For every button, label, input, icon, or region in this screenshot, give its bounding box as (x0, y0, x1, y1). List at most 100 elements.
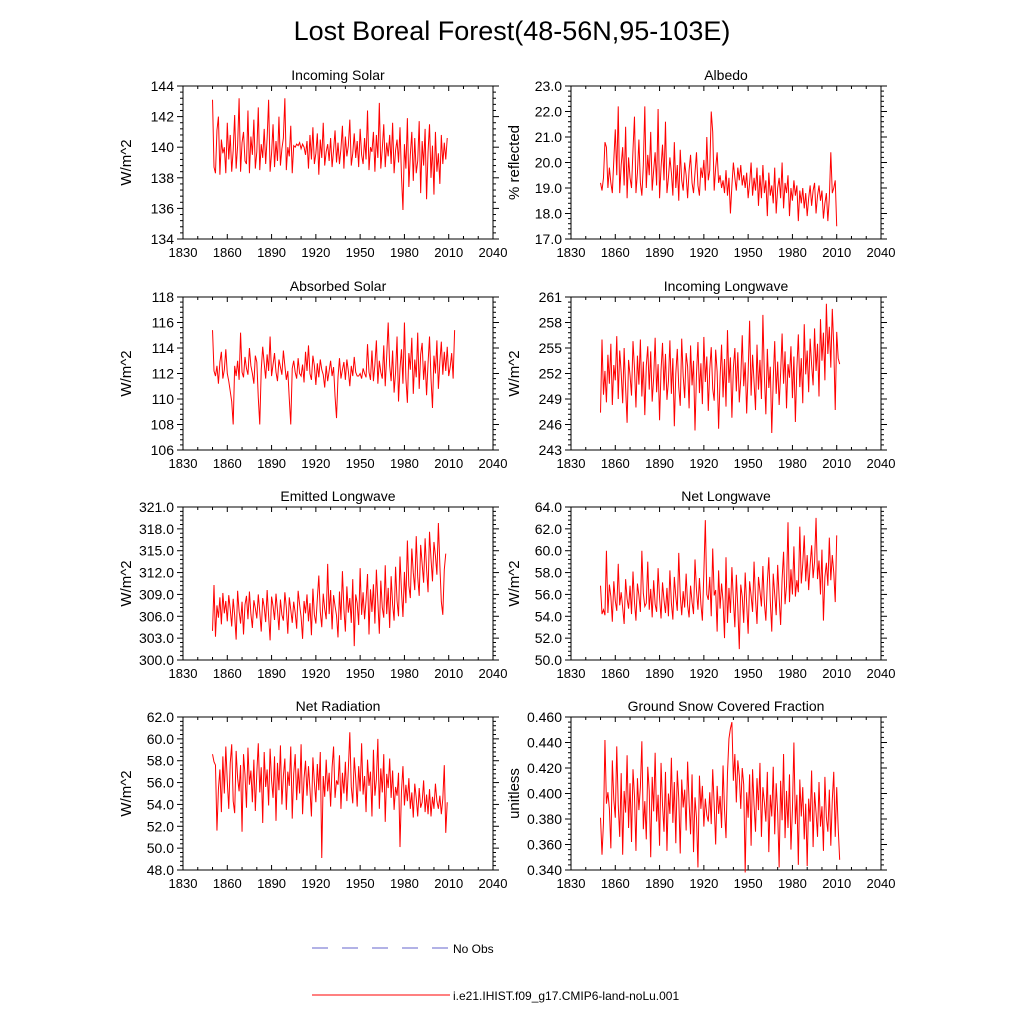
y-tick-label: 54.0 (535, 608, 562, 624)
x-tick-label: 1830 (557, 876, 586, 891)
y-tick-label: 56.0 (535, 586, 562, 602)
y-tick-label: 300.0 (139, 652, 174, 668)
x-tick-label: 1830 (169, 245, 198, 260)
panel-emitted-longwave: Emitted Longwave W/m^2 1830 1860 1890 1920 195… (118, 488, 507, 681)
y-tick-label: 108 (151, 417, 175, 433)
y-tick-label: 0.340 (527, 862, 562, 878)
x-tick-label: 2040 (867, 245, 896, 260)
x-tick-label: 1980 (390, 245, 419, 260)
series-line-albedo (600, 106, 838, 227)
y-tick-label: 243 (539, 442, 563, 458)
panel-net-longwave: Net Longwave W/m^2 1830 1860 1890 1920 1950 198… (506, 488, 895, 681)
panel-title: Net Radiation (296, 698, 381, 714)
y-tick-label: 58.0 (147, 753, 174, 769)
x-tick-label: 1950 (346, 876, 375, 891)
y-tick-label: 258 (539, 315, 563, 331)
x-tick-label: 1950 (734, 245, 763, 260)
x-tick-label: 1830 (557, 456, 586, 471)
x-tick-label: 1920 (301, 245, 330, 260)
x-tick-label: 2010 (434, 876, 463, 891)
y-tick-label: 249 (539, 391, 563, 407)
x-tick-label: 1890 (257, 456, 286, 471)
y-tick-label: 303.0 (139, 630, 174, 646)
x-tick-label: 2040 (479, 456, 508, 471)
x-tick-label: 1860 (213, 456, 242, 471)
y-tick-label: 318.0 (139, 521, 174, 537)
y-tick-label: 52.0 (535, 630, 562, 646)
panel-title: Absorbed Solar (290, 278, 387, 294)
panel-title: Incoming Solar (291, 67, 385, 83)
panel-title: Emitted Longwave (280, 488, 395, 504)
panel-title: Ground Snow Covered Fraction (628, 698, 825, 714)
y-tick-label: 17.0 (535, 231, 562, 247)
plot-frame (182, 85, 494, 240)
x-tick-label: 1980 (390, 666, 419, 681)
y-tick-label: 136 (151, 200, 175, 216)
y-tick-label: 144 (151, 78, 175, 94)
y-tick-label: 0.380 (527, 811, 562, 827)
y-tick-label: 64.0 (535, 499, 562, 515)
x-tick-label: 1950 (734, 456, 763, 471)
legend: No Obs i.e21.IHIST.f09_g17.CMIP6-land-noL… (312, 942, 679, 1003)
figure-title: Lost Boreal Forest(48-56N,95-103E) (294, 16, 731, 46)
legend-label-2: i.e21.IHIST.f09_g17.CMIP6-land-noLu.001 (453, 989, 679, 1003)
x-tick-label: 1920 (689, 245, 718, 260)
y-tick-label: 50.0 (535, 652, 562, 668)
y-tick-label: 60.0 (535, 543, 562, 559)
x-tick-label: 1860 (601, 456, 630, 471)
x-tick-label: 1980 (778, 876, 807, 891)
x-tick-label: 2010 (434, 456, 463, 471)
x-tick-label: 1950 (346, 456, 375, 471)
y-tick-label: 0.360 (527, 837, 562, 853)
y-tick-label: 306.0 (139, 608, 174, 624)
x-tick-label: 2040 (479, 876, 508, 891)
x-tick-label: 1830 (557, 666, 586, 681)
x-tick-label: 1920 (689, 456, 718, 471)
x-tick-label: 1830 (169, 666, 198, 681)
y-tick-label: 112 (152, 366, 175, 382)
x-tick-label: 2010 (822, 876, 851, 891)
y-tick-label: 138 (151, 170, 175, 186)
y-axis-label: W/m^2 (118, 560, 135, 606)
x-tick-label: 2040 (867, 876, 896, 891)
x-tick-label: 1890 (257, 245, 286, 260)
y-tick-label: 21.0 (535, 129, 562, 145)
y-tick-label: 142 (151, 109, 175, 125)
x-tick-label: 1920 (689, 876, 718, 891)
y-tick-label: 18.0 (535, 206, 562, 222)
plot-frame (182, 506, 494, 661)
y-tick-label: 134 (151, 231, 175, 247)
x-tick-label: 1890 (645, 876, 674, 891)
x-tick-label: 2010 (822, 245, 851, 260)
y-tick-label: 261 (539, 289, 563, 305)
x-tick-label: 2010 (822, 666, 851, 681)
y-tick-label: 252 (539, 366, 563, 382)
plot-frame (570, 506, 882, 661)
x-tick-label: 2040 (867, 666, 896, 681)
panel-incoming-solar: Incoming Solar W/m^2 1830 1860 1890 1920 1950 1… (118, 67, 507, 260)
series-line-incoming-longwave (600, 303, 841, 434)
x-tick-label: 1890 (257, 876, 286, 891)
x-tick-label: 1980 (390, 456, 419, 471)
x-tick-label: 1950 (734, 876, 763, 891)
y-tick-label: 58.0 (535, 565, 562, 581)
y-axis-label: % reflected (506, 125, 523, 200)
panel-grid: Incoming Solar W/m^2 1830 1860 1890 1920 1950 1… (118, 67, 895, 891)
series-line-net-radiation (212, 732, 448, 858)
panel-title: Incoming Longwave (664, 278, 789, 294)
y-tick-label: 118 (152, 289, 175, 305)
x-tick-label: 1980 (778, 245, 807, 260)
x-tick-label: 1860 (601, 666, 630, 681)
y-tick-label: 54.0 (147, 796, 174, 812)
series-line-emitted-longwave (212, 523, 447, 647)
y-tick-label: 0.400 (527, 786, 562, 802)
series-line-ground-snow-covered-fraction (600, 721, 841, 873)
y-axis-label: W/m^2 (118, 350, 135, 396)
x-tick-label: 1920 (301, 456, 330, 471)
y-tick-label: 20.0 (535, 155, 562, 171)
y-tick-label: 62.0 (535, 521, 562, 537)
panel-albedo: Albedo % reflected 1830 1860 1890 1920 1950 198… (506, 67, 895, 260)
panel-incoming-longwave: Incoming Longwave W/m^2 1830 1860 1890 1920 19… (506, 278, 895, 471)
x-tick-label: 1950 (346, 666, 375, 681)
y-tick-label: 23.0 (535, 78, 562, 94)
